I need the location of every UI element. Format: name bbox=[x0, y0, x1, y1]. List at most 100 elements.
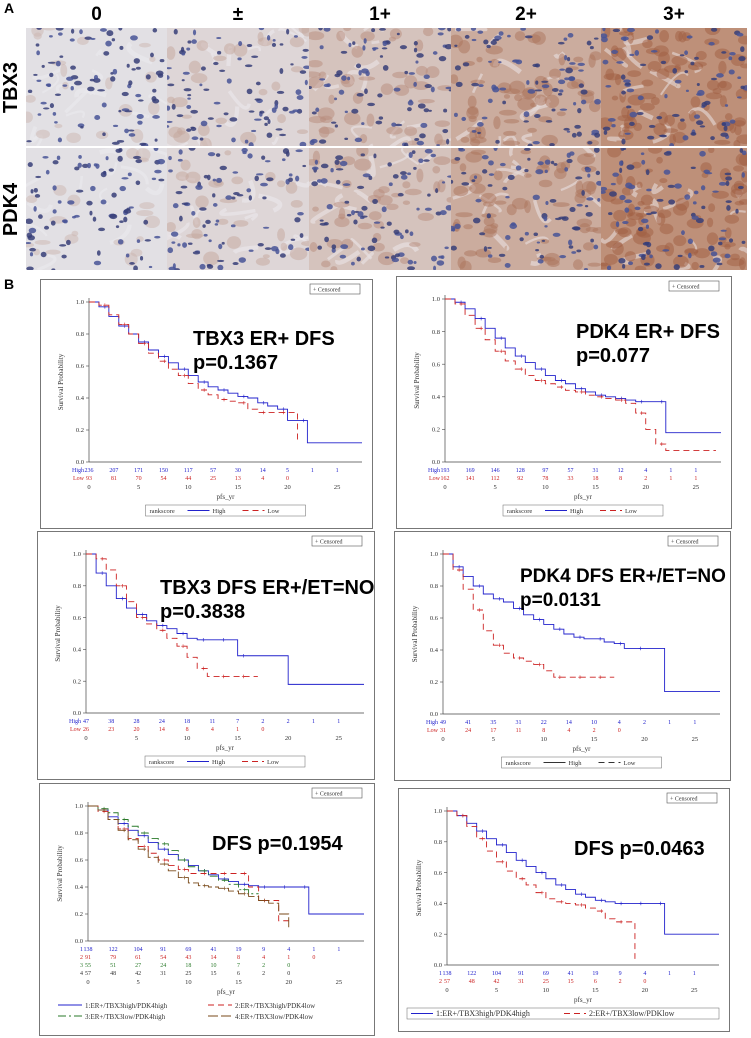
y-tick-label: 0.8 bbox=[434, 839, 442, 846]
censor-mark bbox=[162, 354, 167, 359]
censor-mark bbox=[480, 836, 485, 841]
censor-mark bbox=[517, 606, 522, 611]
legend-label: 1:ER+/TBX3high/PDK4high bbox=[436, 1009, 530, 1018]
risk-count: 8 bbox=[619, 476, 622, 482]
risk-count: 4 bbox=[262, 955, 265, 961]
censor-mark bbox=[559, 900, 564, 904]
y-tick-label: 0.2 bbox=[434, 931, 442, 938]
risk-count: 150 bbox=[159, 468, 168, 474]
censor-mark bbox=[639, 411, 644, 415]
risk-count: 5 bbox=[286, 468, 289, 474]
censor-mark bbox=[142, 341, 147, 346]
censor-mark bbox=[480, 829, 485, 833]
km-plot-pdk4-er-dfs: + Censored 0.0 0.2 0.4 0.6 0.8 1.0 Survival Pro… bbox=[396, 276, 732, 529]
censor-mark bbox=[497, 643, 502, 647]
y-tick-label: 0.8 bbox=[75, 830, 83, 837]
y-tick-label: 0.2 bbox=[75, 911, 83, 918]
legend-label: Low bbox=[624, 760, 636, 767]
risk-count: 42 bbox=[135, 971, 141, 977]
censor-mark bbox=[477, 584, 482, 588]
risk-count: 43 bbox=[185, 955, 191, 961]
column-header: 2+ bbox=[515, 4, 537, 25]
censored-key-label: + Censored bbox=[315, 540, 343, 546]
risk-count: 47 bbox=[83, 719, 89, 725]
risk-count: 1 bbox=[669, 476, 672, 482]
censor-mark bbox=[457, 568, 461, 572]
risk-row-label: 2 bbox=[80, 955, 83, 961]
km-curve-1 bbox=[447, 810, 719, 935]
risk-count: 2 bbox=[619, 979, 622, 985]
risk-count: 54 bbox=[160, 476, 166, 482]
y-axis-label: Survival Probability bbox=[411, 605, 419, 662]
censor-mark bbox=[241, 674, 246, 679]
censor-mark bbox=[161, 623, 165, 628]
risk-count: 57 bbox=[210, 468, 216, 474]
censor-mark bbox=[659, 442, 664, 446]
risk-count: 70 bbox=[136, 476, 142, 482]
km-svg: + Censored 0.0 0.2 0.4 0.6 0.8 1.0 Survival Pro… bbox=[57, 283, 362, 517]
censor-mark bbox=[261, 401, 266, 405]
legend-label: Low bbox=[625, 508, 637, 515]
risk-count: 23 bbox=[108, 727, 114, 733]
y-tick-label: 0.6 bbox=[76, 363, 85, 370]
x-tick-label: 20 bbox=[641, 736, 648, 743]
x-tick-label: 25 bbox=[691, 987, 698, 994]
censor-mark bbox=[120, 584, 125, 588]
risk-count: 97 bbox=[542, 468, 548, 474]
censor-mark bbox=[242, 891, 247, 896]
risk-count: 55 bbox=[85, 963, 91, 969]
km-curve-1 bbox=[89, 301, 362, 444]
risk-count: 31 bbox=[160, 971, 166, 977]
legend: rankscore High Low bbox=[144, 755, 306, 768]
censor-mark bbox=[599, 898, 604, 903]
censor-mark bbox=[499, 336, 504, 340]
risk-count: 15 bbox=[210, 971, 216, 977]
risk-row-label: High bbox=[428, 468, 440, 474]
risk-count: 6 bbox=[237, 971, 240, 977]
risk-count: 122 bbox=[109, 947, 118, 953]
censor-mark bbox=[499, 349, 504, 353]
y-tick-label: 0.2 bbox=[430, 679, 438, 686]
x-tick-label: 10 bbox=[185, 484, 192, 491]
ihc-image-pdk4-4 bbox=[601, 148, 747, 270]
x-tick-label: 0 bbox=[443, 484, 446, 491]
risk-count: 1 bbox=[694, 468, 697, 474]
censor-mark bbox=[100, 556, 104, 561]
censor-mark bbox=[598, 637, 602, 641]
risk-row-label: 3 bbox=[80, 963, 83, 969]
censor-mark bbox=[120, 596, 125, 601]
censor-mark bbox=[202, 388, 206, 392]
x-tick-label: 10 bbox=[184, 735, 191, 742]
x-tick-label: 10 bbox=[543, 987, 550, 994]
censor-mark bbox=[182, 367, 187, 371]
y-tick-label: 0.0 bbox=[432, 459, 440, 466]
y-axis-label: Survival Probability bbox=[57, 353, 65, 410]
legend-box bbox=[501, 756, 662, 769]
risk-count: 51 bbox=[110, 963, 116, 969]
censor-mark bbox=[142, 847, 147, 851]
censor-mark bbox=[540, 890, 544, 895]
y-tick-label: 0.2 bbox=[76, 427, 84, 434]
risk-count: 25 bbox=[185, 971, 191, 977]
risk-count: 14 bbox=[566, 720, 572, 726]
risk-count: 1 bbox=[694, 476, 697, 482]
risk-count: 41 bbox=[568, 971, 574, 977]
risk-count: 2 bbox=[644, 476, 647, 482]
y-axis-label: Survival Probability bbox=[413, 352, 421, 409]
censor-mark bbox=[222, 388, 226, 392]
censor-mark bbox=[242, 871, 247, 876]
risk-count: 38 bbox=[108, 719, 114, 725]
risk-count: 141 bbox=[466, 476, 475, 482]
risk-count: 0 bbox=[287, 971, 290, 977]
legend-label: 2:ER+/TBX3low/PDKlow bbox=[589, 1009, 675, 1018]
row-label-pdk4: PDK4 bbox=[0, 182, 23, 236]
y-tick-label: 0.2 bbox=[73, 678, 81, 685]
km-plot-two-group-dfs: + Censored 0.0 0.2 0.4 0.6 0.8 1.0 Survival Pro… bbox=[398, 788, 730, 1032]
risk-count: 128 bbox=[516, 468, 525, 474]
censor-mark bbox=[302, 885, 307, 889]
y-tick-label: 0.4 bbox=[75, 884, 84, 891]
risk-count: 236 bbox=[85, 468, 94, 474]
legend-label: 1:ER+/TBX3high/PDK4high bbox=[85, 1002, 168, 1010]
risk-count: 19 bbox=[236, 947, 242, 953]
risk-count: 25 bbox=[210, 476, 216, 482]
